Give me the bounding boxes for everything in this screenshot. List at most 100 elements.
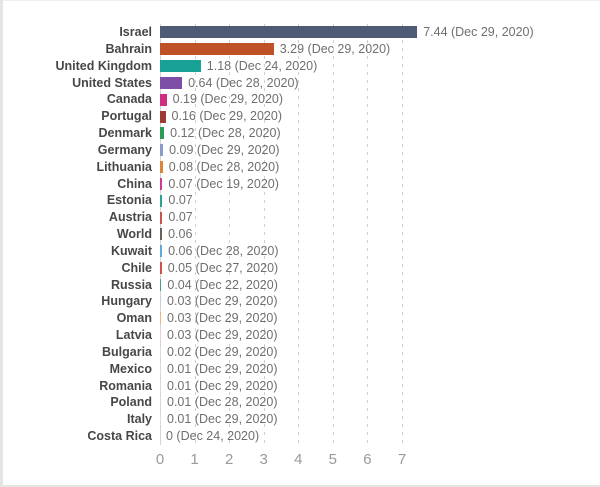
country-label[interactable]: Estonia — [106, 193, 152, 208]
country-label[interactable]: Romania — [99, 378, 152, 393]
value-label: 0.03 (Dec 29, 2020) — [167, 294, 278, 309]
bar-track: 3.29 (Dec 29, 2020) — [160, 41, 600, 58]
chart-row: World 0.06 — [0, 226, 600, 243]
chart-row: Bulgaria 0.02 (Dec 29, 2020) — [0, 344, 600, 361]
chart-row: Russia 0.04 (Dec 22, 2020) — [0, 276, 600, 293]
bar-track: 0.01 (Dec 28, 2020) — [160, 394, 600, 411]
bar[interactable] — [160, 346, 161, 359]
country-label[interactable]: Italy — [126, 412, 152, 427]
chart-row: Lithuania 0.08 (Dec 28, 2020) — [0, 159, 600, 176]
country-label[interactable]: Hungary — [101, 294, 152, 309]
bar[interactable] — [160, 312, 162, 325]
chart-row: United States 0.64 (Dec 28, 2020) — [0, 74, 600, 91]
country-label[interactable]: Denmark — [98, 126, 153, 141]
value-label: 0.07 (Dec 19, 2020) — [168, 176, 279, 191]
x-axis-tick: 0 — [155, 451, 165, 468]
bar-track: 7.44 (Dec 29, 2020) — [160, 24, 600, 41]
value-label: 7.44 (Dec 29, 2020) — [423, 25, 534, 40]
bar-track: 0.03 (Dec 29, 2020) — [160, 310, 600, 327]
bar[interactable] — [160, 127, 165, 140]
chart-row: Denmark 0.12 (Dec 28, 2020) — [0, 125, 600, 142]
x-axis-tick: 5 — [328, 451, 338, 468]
bar[interactable] — [160, 43, 274, 56]
value-label: 0.04 (Dec 22, 2020) — [167, 277, 278, 292]
x-axis-tick: 7 — [397, 451, 407, 468]
country-label[interactable]: Bulgaria — [101, 344, 152, 359]
bar-track: 0.03 (Dec 29, 2020) — [160, 327, 600, 344]
bar[interactable] — [160, 144, 164, 157]
value-label: 0 (Dec 24, 2020) — [166, 429, 260, 444]
chart-row: Estonia 0.07 — [0, 192, 600, 209]
bar-track: 0.01 (Dec 29, 2020) — [160, 377, 600, 394]
bar-track: 0.19 (Dec 29, 2020) — [160, 91, 600, 108]
country-label[interactable]: United Kingdom — [55, 58, 152, 73]
bar[interactable] — [160, 177, 163, 190]
country-label[interactable]: World — [116, 227, 152, 242]
bar[interactable] — [160, 194, 163, 207]
chart-row: Mexico 0.01 (Dec 29, 2020) — [0, 361, 600, 378]
chart-row: Israel 7.44 (Dec 29, 2020) — [0, 24, 600, 41]
bar[interactable] — [160, 228, 163, 241]
value-label: 1.18 (Dec 24, 2020) — [206, 58, 318, 73]
chart-row: Germany 0.09 (Dec 29, 2020) — [0, 142, 600, 159]
chart-row: China 0.07 (Dec 19, 2020) — [0, 175, 600, 192]
chart-row: Bahrain 3.29 (Dec 29, 2020) — [0, 41, 600, 58]
bar-track: 1.18 (Dec 24, 2020) — [160, 58, 600, 75]
value-label: 0.06 — [168, 227, 193, 242]
country-label[interactable]: Oman — [116, 311, 152, 326]
chart-row: Poland 0.01 (Dec 28, 2020) — [0, 394, 600, 411]
bar-track: 0.01 (Dec 29, 2020) — [160, 361, 600, 378]
country-label[interactable]: China — [117, 176, 152, 191]
bar[interactable] — [160, 329, 162, 342]
country-label[interactable]: United States — [72, 75, 152, 90]
bar[interactable] — [160, 211, 163, 224]
value-label: 0.01 (Dec 29, 2020) — [167, 361, 278, 376]
chart-row: Hungary 0.03 (Dec 29, 2020) — [0, 293, 600, 310]
bar[interactable] — [160, 110, 166, 123]
bar[interactable] — [160, 396, 161, 409]
bar-track: 0.01 (Dec 29, 2020) — [160, 411, 600, 428]
bar[interactable] — [160, 295, 162, 308]
value-label: 0.01 (Dec 28, 2020) — [167, 395, 278, 410]
bar[interactable] — [160, 278, 162, 291]
x-axis-tick: 1 — [190, 451, 199, 468]
bar[interactable] — [160, 379, 161, 392]
country-label[interactable]: Poland — [110, 395, 152, 410]
country-label[interactable]: Lithuania — [96, 159, 152, 174]
bar[interactable] — [160, 26, 418, 39]
x-axis-tick: 2 — [224, 451, 234, 468]
country-label[interactable]: Portugal — [101, 109, 152, 124]
bar[interactable] — [160, 93, 167, 106]
country-label[interactable]: Latvia — [115, 328, 152, 343]
bar[interactable] — [160, 262, 162, 274]
country-label[interactable]: Israel — [119, 25, 152, 40]
country-label[interactable]: Costa Rica — [87, 429, 152, 444]
country-label[interactable]: Bahrain — [105, 41, 152, 56]
value-label: 0.06 (Dec 28, 2020) — [168, 243, 279, 258]
chart-row: Kuwait 0.06 (Dec 28, 2020) — [0, 243, 600, 260]
bar[interactable] — [160, 413, 161, 426]
value-label: 0.01 (Dec 29, 2020) — [167, 412, 278, 427]
country-label[interactable]: Austria — [108, 210, 152, 225]
bar-track: 0.04 (Dec 22, 2020) — [160, 276, 600, 293]
x-axis-tick-labels: 0 1 2 3 4 5 6 7 — [156, 449, 590, 471]
country-label[interactable]: Mexico — [109, 361, 152, 376]
bar-track: 0.07 — [160, 209, 600, 226]
value-label: 0.05 (Dec 27, 2020) — [167, 260, 279, 275]
country-label[interactable]: Kuwait — [111, 243, 152, 258]
bar-track: 0 (Dec 24, 2020) — [160, 428, 600, 445]
country-label[interactable]: Chile — [121, 260, 152, 275]
bar[interactable] — [160, 76, 183, 89]
bar[interactable] — [160, 362, 161, 375]
chart-row: Costa Rica 0 (Dec 24, 2020) — [0, 428, 600, 445]
country-label[interactable]: Russia — [111, 277, 152, 292]
country-label[interactable]: Canada — [106, 92, 152, 107]
value-label: 0.03 (Dec 29, 2020) — [167, 328, 278, 343]
country-label[interactable]: Germany — [97, 142, 152, 157]
bar[interactable] — [160, 161, 163, 174]
value-label: 0.08 (Dec 28, 2020) — [168, 159, 280, 174]
bar[interactable] — [160, 60, 201, 73]
bar[interactable] — [160, 245, 163, 258]
bar-track: 0.02 (Dec 29, 2020) — [160, 344, 600, 361]
